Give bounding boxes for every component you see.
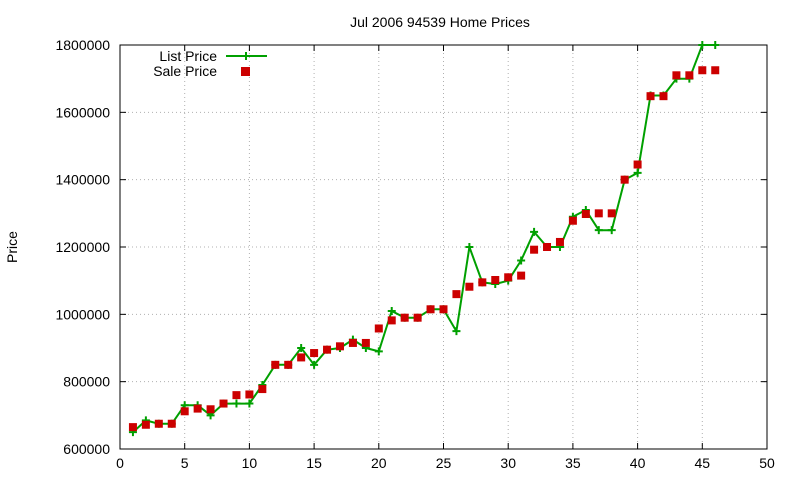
sale-price-point: [180, 407, 189, 416]
sale-price-point: [206, 405, 215, 414]
sale-price-point: [452, 290, 461, 299]
x-tick-label: 35: [565, 455, 581, 471]
x-tick-label: 50: [759, 455, 775, 471]
sale-price-point: [478, 278, 487, 287]
sale-price-point: [698, 66, 707, 75]
y-tick-label: 1200000: [55, 239, 110, 255]
sale-price-point: [633, 160, 642, 169]
sale-price-point: [581, 210, 590, 219]
list-price-point: [297, 344, 306, 352]
sale-price-point: [154, 419, 163, 428]
list-price-point: [594, 226, 603, 235]
sale-price-point: [167, 419, 176, 428]
sale-price-point: [193, 404, 202, 413]
list-price-point: [530, 227, 539, 236]
list-price-point: [310, 360, 319, 369]
sale-price-point: [426, 305, 435, 314]
x-tick-label: 45: [695, 455, 711, 471]
list-price-point: [465, 243, 474, 251]
sale-price-point: [517, 271, 526, 280]
sale-price-point: [219, 399, 228, 408]
sale-price-point: [659, 92, 668, 101]
sale-price-point: [413, 313, 422, 322]
x-tick-label: 15: [306, 455, 322, 471]
sale-price-point: [711, 66, 720, 75]
y-tick-label: 1000000: [55, 306, 110, 322]
x-tick-label: 5: [181, 455, 189, 471]
sale-price-point: [491, 275, 500, 284]
list-price-point: [387, 306, 396, 315]
grid-lines: [120, 45, 767, 449]
legend: List Price Sale Price: [153, 48, 267, 79]
sale-price-point: [141, 420, 150, 429]
legend-label-sale-price: Sale Price: [153, 63, 217, 79]
sale-price-point: [439, 305, 448, 314]
sale-price-point: [607, 209, 616, 218]
sale-price-point: [128, 423, 137, 432]
sale-price-point: [335, 342, 344, 351]
list-price-point: [245, 399, 254, 408]
x-tick-label: 0: [116, 455, 124, 471]
sale-price-point: [232, 391, 241, 400]
sale-price-point: [504, 273, 513, 282]
list-price-point: [711, 41, 720, 49]
sale-price-point: [530, 245, 539, 254]
sale-price-point: [594, 209, 603, 218]
sale-price-point: [284, 360, 293, 369]
sale-price-point: [361, 338, 370, 347]
sale-price-point: [400, 313, 409, 322]
legend-marker-sale-price: [241, 67, 250, 76]
series-line-list-price: [132, 44, 716, 433]
series-layer: [128, 41, 720, 437]
y-tick-label: 800000: [63, 374, 110, 390]
list-price-point: [517, 256, 526, 265]
legend-marker-list-price: [242, 52, 250, 60]
x-tick-label: 25: [436, 455, 452, 471]
x-tick-label: 40: [630, 455, 646, 471]
sale-price-point: [543, 243, 552, 251]
list-price-point: [452, 327, 461, 336]
sale-price-point: [323, 345, 332, 354]
list-price-point: [374, 347, 383, 356]
sale-price-point: [297, 353, 306, 362]
list-price-point: [607, 226, 616, 235]
sale-price-point: [555, 237, 564, 246]
sale-price-point: [271, 360, 280, 369]
sale-price-point: [348, 338, 357, 347]
sale-price-point: [387, 316, 396, 325]
sale-price-point: [245, 390, 254, 399]
sale-price-point: [568, 216, 577, 225]
list-price-point: [633, 168, 642, 177]
sale-price-point: [374, 324, 383, 333]
y-axis-label: Price: [4, 231, 20, 263]
y-tick-label: 1600000: [55, 104, 110, 120]
y-tick-label: 1800000: [55, 37, 110, 53]
y-tick-label: 600000: [63, 441, 110, 457]
sale-price-point: [258, 385, 267, 394]
axis-ticks: 0 5 10 15 20 25 30 35 40 45 50 600000 800000 1000000 1…: [55, 37, 775, 471]
chart-title: Jul 2006 94539 Home Prices: [350, 14, 530, 30]
sale-price-point: [310, 349, 319, 358]
sale-price-point: [465, 282, 474, 291]
sale-price-point: [620, 175, 629, 184]
y-tick-label: 1400000: [55, 172, 110, 188]
x-tick-label: 20: [371, 455, 387, 471]
sale-price-point: [646, 92, 655, 101]
list-price-point: [232, 399, 241, 408]
list-price-point: [698, 41, 707, 49]
sale-price-point: [685, 71, 694, 80]
legend-label-list-price: List Price: [159, 48, 217, 64]
x-tick-label: 30: [500, 455, 516, 471]
sale-price-point: [672, 71, 681, 80]
x-tick-label: 10: [242, 455, 258, 471]
